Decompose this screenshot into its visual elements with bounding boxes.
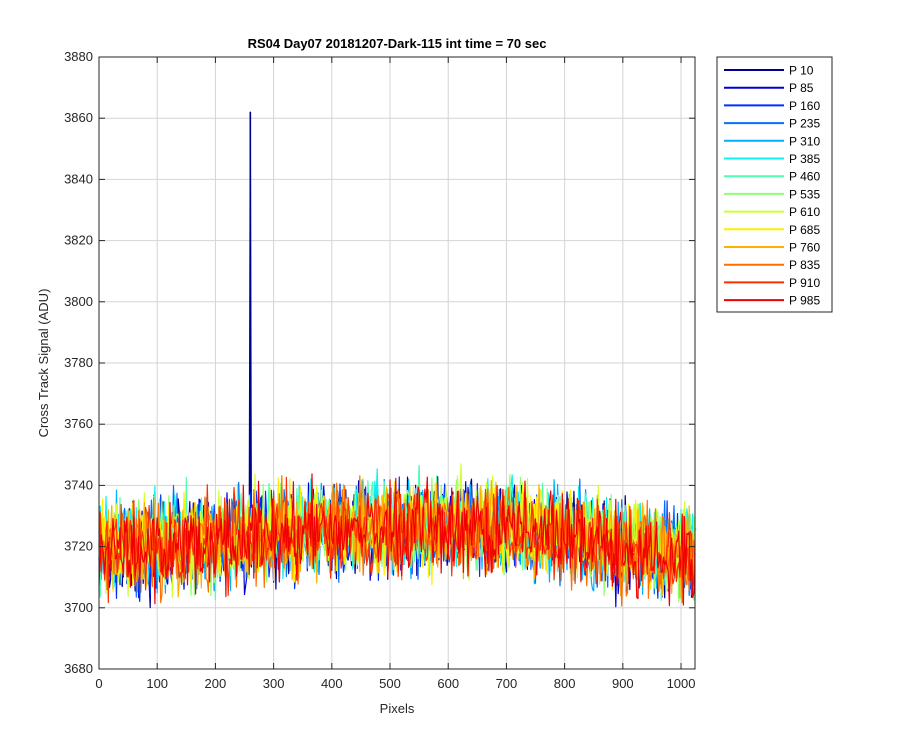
legend-label: P 760 [789,241,820,255]
x-tick-label: 1000 [667,676,696,691]
ticks [98,56,695,670]
y-tick-label: 3700 [64,600,93,615]
chart-title: RS04 Day07 20181207-Dark-115 int time = … [248,36,547,51]
legend: P 10 P 85 P 160 P 235 P 310 P 385 P 460 P 535 P … [716,56,833,313]
legend-box [716,56,833,313]
legend-label: P 985 [789,294,820,308]
legend-label: P 535 [789,187,820,201]
y-tick-label: 3820 [64,233,93,248]
legend-label: P 85 [789,81,814,95]
legend-label: P 160 [789,99,820,113]
legend-label: P 910 [789,276,820,290]
y-tick-label: 3860 [64,110,93,125]
x-tick-label: 400 [321,676,343,691]
y-tick-label: 3720 [64,539,93,554]
legend-label: P 310 [789,134,820,148]
x-tick-label: 300 [263,676,285,691]
legend-label: P 685 [789,223,820,237]
y-tick-label: 3740 [64,477,93,492]
y-tick-label: 3880 [64,49,93,64]
x-tick-label: 900 [612,676,634,691]
x-tick-labels: 0 100 200 300 400 500 600 700 800 900 1000 [95,676,695,691]
y-tick-label: 3840 [64,171,93,186]
legend-label: P 385 [789,152,820,166]
x-tick-label: 500 [379,676,401,691]
x-tick-label: 200 [205,676,227,691]
x-tick-label: 600 [437,676,459,691]
legend-label: P 10 [789,64,814,78]
x-tick-label: 100 [146,676,168,691]
y-tick-label: 3680 [64,661,93,676]
legend-label: P 835 [789,258,820,272]
series-line [98,473,696,607]
series-group [98,111,696,609]
y-tick-label: 3760 [64,416,93,431]
x-axis-label: Pixels [380,701,415,716]
x-tick-label: 0 [95,676,102,691]
legend-label: P 235 [789,117,820,131]
legend-label: P 610 [789,205,820,219]
plot-area [98,56,696,670]
legend-items: P 10 P 85 P 160 P 235 P 310 P 385 P 460 P 535 P … [724,64,820,308]
y-tick-labels: 3680 3700 3720 3740 3760 3780 3800 3820 3840 3860… [64,49,93,676]
y-axis-label: Cross Track Signal (ADU) [36,289,51,438]
y-tick-label: 3800 [64,294,93,309]
x-tick-label: 700 [496,676,518,691]
x-tick-label: 800 [554,676,576,691]
y-tick-label: 3780 [64,355,93,370]
legend-label: P 460 [789,170,820,184]
